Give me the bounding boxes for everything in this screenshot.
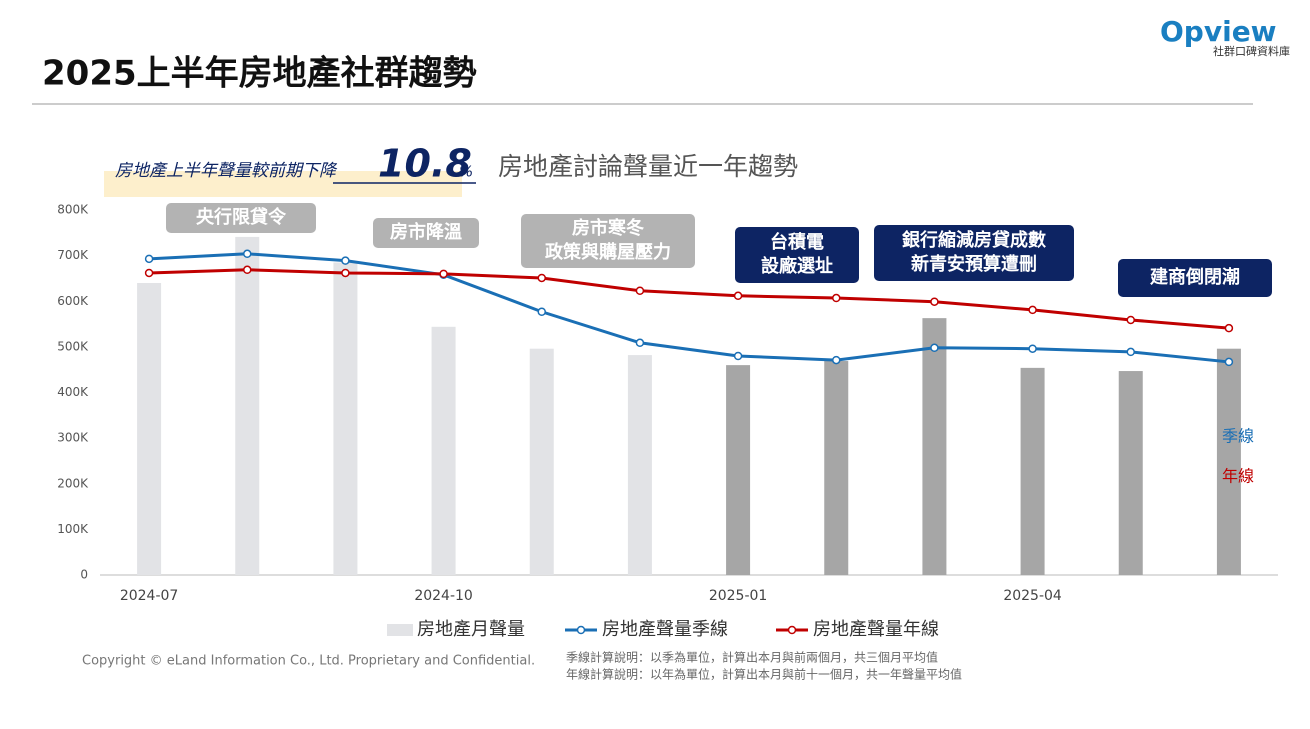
bar (529, 348, 554, 575)
bar (922, 318, 947, 575)
line-point (1224, 357, 1234, 367)
callout-unit: % (459, 163, 473, 181)
line-point (144, 254, 154, 264)
y-tick-label: 500K (57, 339, 89, 353)
y-tick-label: 300K (57, 431, 89, 445)
logo-tagline: 社群口碑資料庫 (1213, 44, 1290, 58)
line-point (537, 273, 546, 283)
line (149, 252, 1230, 364)
annotation-text: 政策與購屋壓力 (545, 241, 671, 263)
line-point (341, 268, 350, 278)
legend-label: 房地產月聲量 (417, 619, 525, 640)
annotation-box (735, 227, 859, 283)
slide-title: 2025上半年房地產社群趨勢 (42, 54, 477, 94)
line-point (243, 249, 252, 259)
copyright: Copyright © eLand Information Co., Ltd. … (82, 654, 535, 669)
callout-value: 10.8 (378, 142, 472, 186)
annotation-box (874, 225, 1074, 281)
legend-swatch (387, 624, 413, 636)
bar (137, 283, 162, 575)
line-point (1126, 315, 1135, 325)
y-tick-label: 100K (57, 522, 89, 536)
y-tick-label: 600K (57, 294, 89, 308)
line-point (635, 286, 645, 296)
legend-label: 房地產聲量年線 (813, 619, 939, 640)
legend-label: 房地產聲量季線 (602, 619, 728, 640)
line-point (243, 265, 252, 275)
line-point (635, 338, 645, 348)
line-point (439, 269, 448, 279)
callout-text: 房地產上半年聲量較前期下降 (115, 161, 338, 181)
line-point (832, 355, 841, 365)
y-tick-label: 200K (57, 476, 89, 490)
annotation-text: 新青安預算遭刪 (911, 253, 1037, 275)
annotation-box (373, 218, 479, 248)
x-tick-label: 2025-01 (709, 588, 768, 604)
y-tick-label: 800K (57, 203, 89, 217)
x-tick-label: 2024-07 (120, 588, 179, 604)
line (149, 268, 1230, 330)
annotation-box (521, 214, 695, 268)
annotation-box (1118, 259, 1272, 297)
line-point (733, 351, 743, 361)
line-point (1224, 323, 1234, 333)
line-point (537, 307, 546, 316)
y-tick-label: 700K (57, 248, 89, 262)
annotation-text: 房市降溫 (390, 221, 462, 243)
callout-highlight (104, 171, 462, 197)
annotation-text: 台積電 (770, 231, 824, 253)
x-tick-label: 2024-10 (414, 588, 473, 604)
bar (1118, 371, 1143, 575)
line-end-label: 年線 (1222, 467, 1254, 486)
annotation-box (166, 203, 316, 233)
line-point (144, 268, 154, 278)
legend-swatch (787, 625, 797, 635)
bar (1216, 348, 1241, 575)
line-point (930, 297, 939, 306)
y-tick-label: 400K (57, 385, 89, 399)
line-point (930, 343, 939, 353)
line-point (1126, 347, 1135, 357)
line-point (1028, 344, 1037, 353)
bar (333, 262, 358, 575)
bar (627, 355, 652, 575)
annotation-text: 建商倒閉潮 (1150, 266, 1240, 288)
bar (431, 326, 456, 575)
legend-swatch (576, 625, 586, 635)
annotation-text: 房市寒冬 (572, 217, 644, 239)
y-tick-label: 0 (80, 568, 88, 582)
line-point (733, 291, 743, 301)
footnote: 年線計算說明：以年為單位，計算出本月與前十一個月，共一年聲量平均值 (566, 667, 962, 682)
chart-title: 房地產討論聲量近一年趨勢 (498, 152, 798, 181)
footnote: 季線計算說明：以季為單位，計算出本月與前兩個月，共三個月平均值 (566, 650, 938, 665)
logo-name: Opview (1160, 15, 1277, 48)
bar (726, 365, 751, 575)
bar (824, 361, 849, 575)
annotation-text: 央行限貸令 (196, 206, 287, 228)
annotation-text: 銀行縮減房貸成數 (902, 229, 1046, 251)
x-tick-label: 2025-04 (1003, 588, 1062, 604)
bar (1020, 367, 1045, 575)
bar (235, 236, 260, 575)
annotation-text: 設廠選址 (761, 255, 833, 277)
line-end-label: 季線 (1222, 427, 1254, 446)
line-point (1028, 305, 1037, 315)
line-point (341, 256, 350, 265)
line-point (832, 293, 841, 303)
